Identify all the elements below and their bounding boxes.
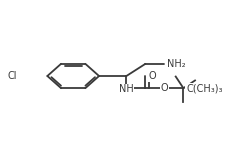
Text: C(CH₃)₃: C(CH₃)₃ [186, 83, 223, 93]
Bar [3, 71, 18, 82]
Bar [185, 83, 228, 94]
Bar [166, 58, 187, 69]
Text: NH: NH [119, 84, 134, 94]
Text: NH₂: NH₂ [167, 59, 186, 69]
Bar [147, 71, 157, 82]
Bar [119, 84, 134, 95]
Text: O: O [148, 71, 156, 81]
Text: Cl: Cl [8, 71, 17, 81]
Text: O: O [161, 83, 168, 93]
Bar [160, 83, 169, 94]
